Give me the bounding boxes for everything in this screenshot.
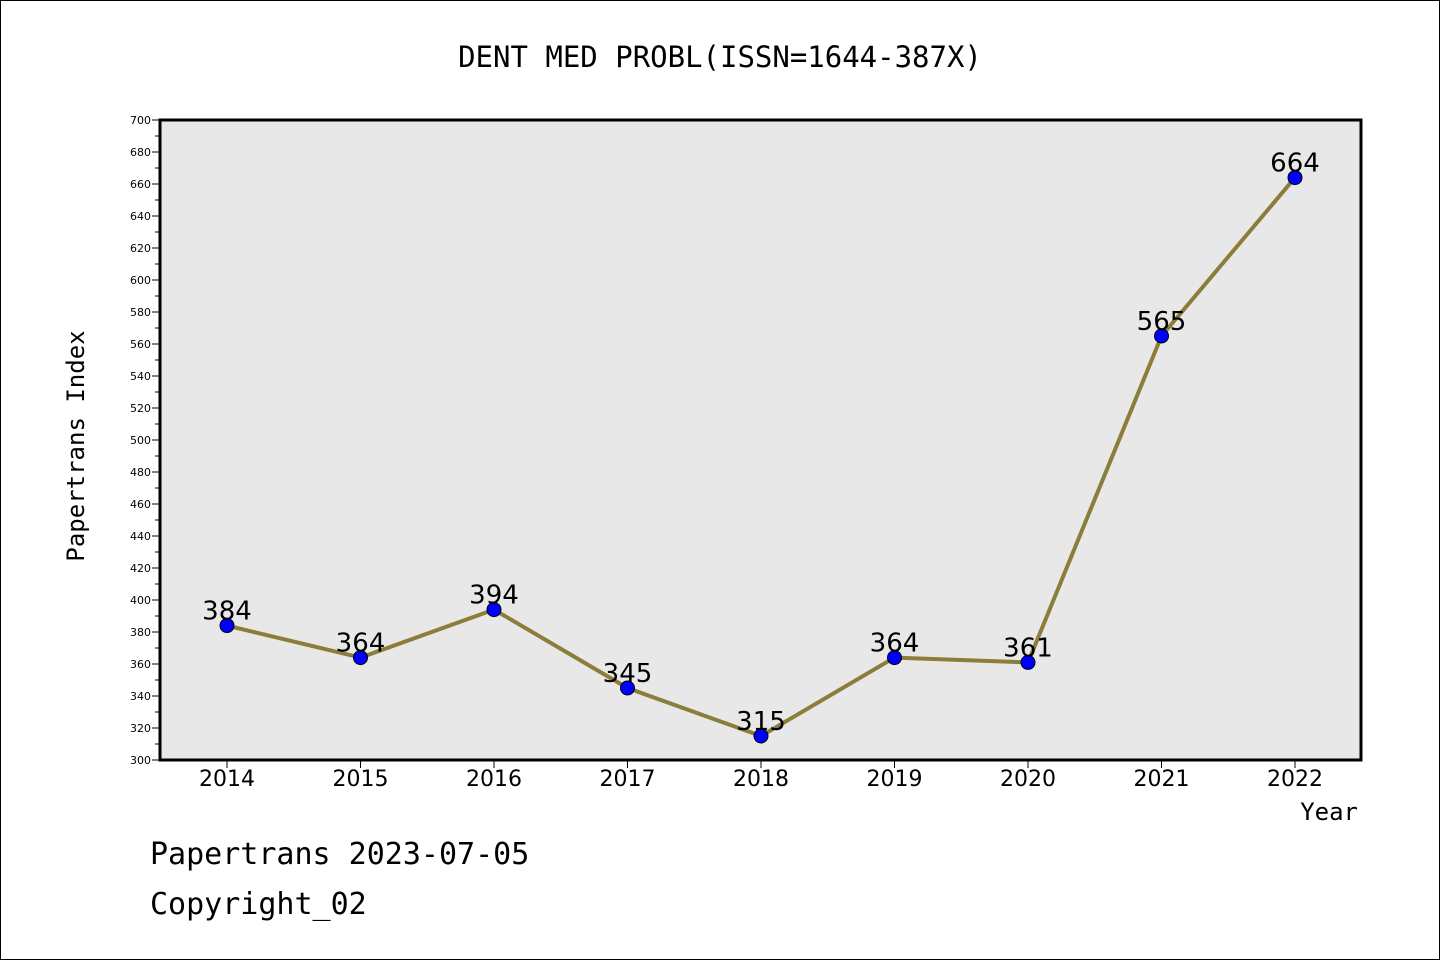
data-point [887,650,902,666]
y-axis-label: Papertrans Index [62,330,90,561]
y-tick-label: 480 [130,466,151,479]
y-tick-label: 520 [130,402,151,415]
y-tick-label: 700 [130,114,151,127]
x-tick-label: 2020 [1000,767,1056,792]
data-label: 364 [336,629,386,659]
y-tick-label: 320 [130,722,151,735]
y-tick-label: 620 [130,242,151,255]
y-tick-label: 540 [130,370,151,383]
y-tick-label: 400 [130,594,151,607]
y-tick-label: 500 [130,434,151,447]
y-tick-label: 680 [130,146,151,159]
data-label-group: 384 364 394 345 315 364 361 565 664 [202,149,1320,737]
data-label: 345 [603,659,653,689]
data-point [219,618,235,634]
x-axis: 2014 2015 2016 2017 2018 2019 2020 2021 2022 [199,760,1323,792]
y-tick-label: 660 [130,178,151,191]
x-axis-label: Year [1300,798,1358,826]
y-axis: 300 320 340 360 380 400 420 440 460 480 500 520 540 5… [130,114,160,767]
data-label: 394 [469,581,519,611]
plot-area [158,118,1363,762]
y-tick-label: 640 [130,210,151,223]
y-tick-label: 420 [130,562,151,575]
x-tick-label: 2019 [867,767,923,792]
x-tick-label: 2017 [600,767,656,792]
data-label: 565 [1137,307,1187,337]
data-point [1154,328,1169,344]
y-tick-label: 440 [130,530,151,543]
data-point [353,650,368,666]
data-label: 664 [1270,149,1320,179]
x-tick-label: 2022 [1267,767,1323,792]
data-point [753,728,769,744]
y-tick-label: 580 [130,306,151,319]
y-tick-label: 460 [130,498,151,511]
x-tick-label: 2016 [466,767,522,792]
chart-title: DENT MED PROBL(ISSN=1644-387X) [458,40,982,74]
data-point [620,680,635,696]
data-label: 364 [870,629,920,659]
y-tick-label: 560 [130,338,151,351]
data-label: 315 [736,707,786,737]
y-tick-label: 300 [130,754,151,767]
x-tick-label: 2014 [199,767,255,792]
marker-group [219,170,1303,744]
data-point [1020,654,1036,670]
data-label: 361 [1003,633,1053,663]
x-tick-label: 2018 [733,767,789,792]
y-tick-label: 600 [130,274,151,287]
footer-date: Papertrans 2023-07-05 [150,837,529,872]
footer-copyright: Copyright_02 [150,887,367,922]
data-label: 384 [202,597,252,627]
x-tick-label: 2015 [333,767,389,792]
data-point [1287,170,1303,186]
y-tick-label: 360 [130,658,151,671]
y-tick-label: 340 [130,690,151,703]
x-tick-label: 2021 [1134,767,1190,792]
y-tick-label: 380 [130,626,151,639]
data-point [486,602,502,618]
